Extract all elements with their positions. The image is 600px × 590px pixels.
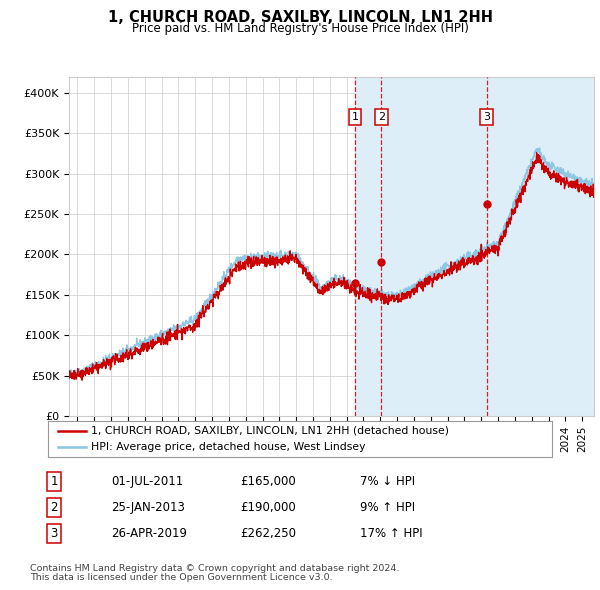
Text: £165,000: £165,000 (240, 475, 296, 488)
Text: £262,250: £262,250 (240, 527, 296, 540)
Text: 26-APR-2019: 26-APR-2019 (111, 527, 187, 540)
Text: 2: 2 (50, 501, 58, 514)
Text: 17% ↑ HPI: 17% ↑ HPI (360, 527, 422, 540)
Text: £190,000: £190,000 (240, 501, 296, 514)
Text: 7% ↓ HPI: 7% ↓ HPI (360, 475, 415, 488)
Text: 9% ↑ HPI: 9% ↑ HPI (360, 501, 415, 514)
Bar (487, 77, 594, 416)
Text: 2: 2 (378, 112, 385, 122)
Text: Price paid vs. HM Land Registry's House Price Index (HPI): Price paid vs. HM Land Registry's House … (131, 22, 469, 35)
Text: 3: 3 (50, 527, 58, 540)
Text: 1, CHURCH ROAD, SAXILBY, LINCOLN, LN1 2HH (detached house): 1, CHURCH ROAD, SAXILBY, LINCOLN, LN1 2H… (91, 425, 449, 435)
Text: 1, CHURCH ROAD, SAXILBY, LINCOLN, LN1 2HH: 1, CHURCH ROAD, SAXILBY, LINCOLN, LN1 2H… (107, 10, 493, 25)
Text: Contains HM Land Registry data © Crown copyright and database right 2024.: Contains HM Land Registry data © Crown c… (30, 564, 400, 573)
Text: 25-JAN-2013: 25-JAN-2013 (111, 501, 185, 514)
Bar (355, 77, 382, 416)
Text: 1: 1 (50, 475, 58, 488)
Text: This data is licensed under the Open Government Licence v3.0.: This data is licensed under the Open Gov… (30, 573, 332, 582)
Text: 1: 1 (352, 112, 359, 122)
Text: 3: 3 (483, 112, 490, 122)
Text: 01-JUL-2011: 01-JUL-2011 (111, 475, 183, 488)
Text: HPI: Average price, detached house, West Lindsey: HPI: Average price, detached house, West… (91, 442, 365, 453)
Bar (382, 77, 487, 416)
